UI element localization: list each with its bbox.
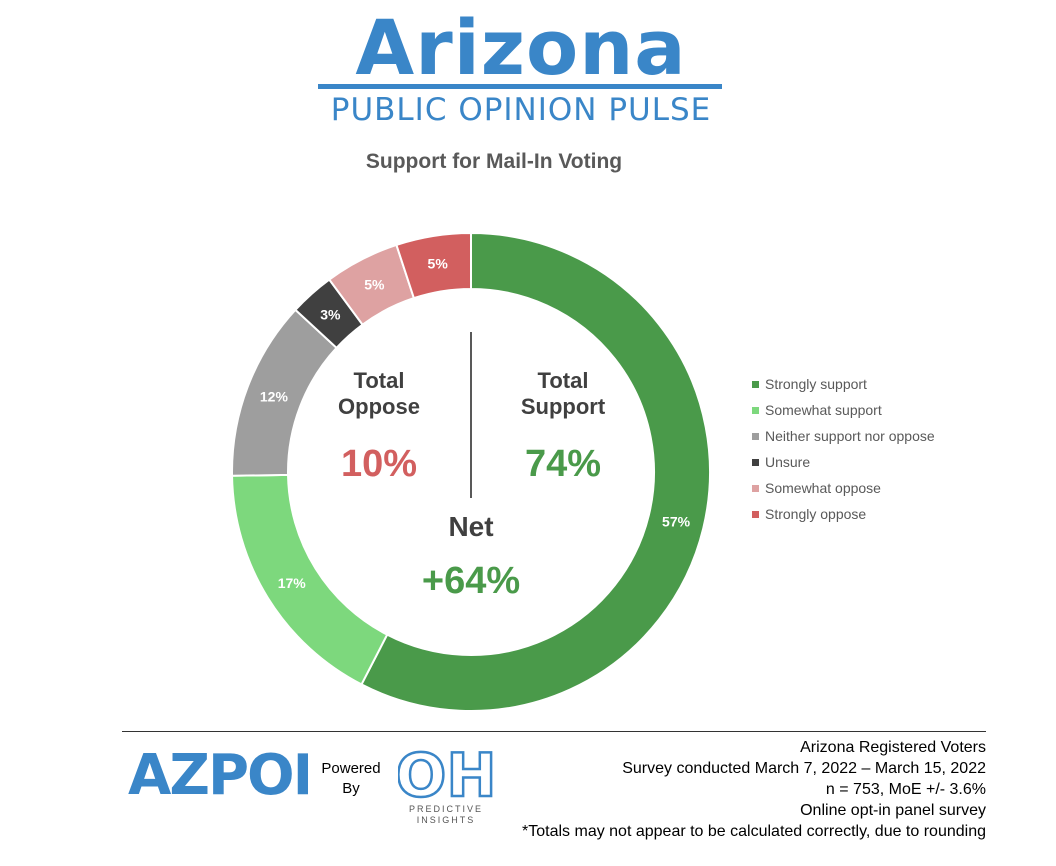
oh-caption-line2: INSIGHTS (416, 815, 476, 825)
total-support-label-line1: Total (538, 368, 589, 393)
legend-swatch (752, 484, 759, 492)
legend-swatch (752, 406, 759, 414)
legend-item: Neither support nor oppose (752, 423, 935, 449)
oh-logo-text: OH (398, 741, 494, 804)
brand-rule (318, 84, 722, 89)
net-value: +64% (422, 560, 520, 602)
total-oppose-value: 10% (341, 443, 417, 485)
net-label: Net (448, 511, 493, 542)
survey-note-line: n = 753, MoE +/- 3.6% (825, 781, 986, 798)
legend-swatch (752, 432, 759, 440)
footer-divider (122, 731, 986, 732)
brand-subtitle: PUBLIC OPINION PULSE (330, 92, 712, 128)
slice-data-label: 5% (428, 256, 449, 272)
legend-label: Unsure (765, 454, 811, 470)
slice-data-label: 3% (320, 307, 341, 323)
legend-swatch (752, 380, 759, 388)
donut-slice (360, 231, 711, 712)
survey-notes: Arizona Registered Voters Survey conducte… (522, 737, 986, 842)
donut-slice (395, 231, 472, 300)
chart-title: Support for Mail-In Voting (365, 150, 623, 173)
legend-label: Somewhat support (765, 402, 882, 418)
legend-swatch (752, 510, 759, 518)
total-oppose-label-line1: Total (354, 368, 405, 393)
oh-logo-caption: PREDICTIVE INSIGHTS (398, 804, 494, 826)
slice-labels: 57% 17% 12% 3% 5% 5% (260, 256, 691, 592)
total-support-value: 74% (525, 443, 601, 485)
brand-title: Arizona (355, 3, 687, 92)
legend-item: Somewhat oppose (752, 475, 935, 501)
legend-label: Somewhat oppose (765, 480, 881, 496)
donut-slices (231, 231, 711, 712)
oh-caption-line1: PREDICTIVE (408, 804, 483, 814)
slice-data-label: 5% (364, 276, 385, 292)
survey-note-line: Arizona Registered Voters (800, 739, 986, 756)
powered-by: Powered By (314, 759, 388, 799)
total-support-label-line2: Support (521, 394, 606, 419)
legend-swatch (752, 458, 759, 466)
total-oppose-label-line2: Oppose (338, 394, 420, 419)
slice-data-label: 12% (260, 389, 289, 405)
donut-slice (231, 473, 389, 686)
legend-item: Strongly oppose (752, 501, 935, 527)
oh-predictive-insights-logo: OH (398, 740, 494, 804)
slice-data-label: 57% (662, 514, 691, 530)
legend-item: Strongly support (752, 371, 935, 397)
legend-label: Strongly support (765, 376, 867, 392)
legend-item: Unsure (752, 449, 935, 475)
powered-by-line2: By (342, 780, 360, 797)
chart-legend: Strongly support Somewhat support Neither … (752, 371, 935, 527)
legend-label: Neither support nor oppose (765, 428, 935, 444)
legend-item: Somewhat support (752, 397, 935, 423)
legend-label: Strongly oppose (765, 506, 867, 522)
survey-note-line: *Totals may not appear to be calculated … (522, 823, 986, 840)
survey-note-line: Online opt-in panel survey (800, 802, 986, 819)
powered-by-line1: Powered (321, 760, 381, 777)
slice-data-label: 17% (278, 575, 307, 591)
survey-note-line: Survey conducted March 7, 2022 – March 1… (622, 760, 986, 777)
